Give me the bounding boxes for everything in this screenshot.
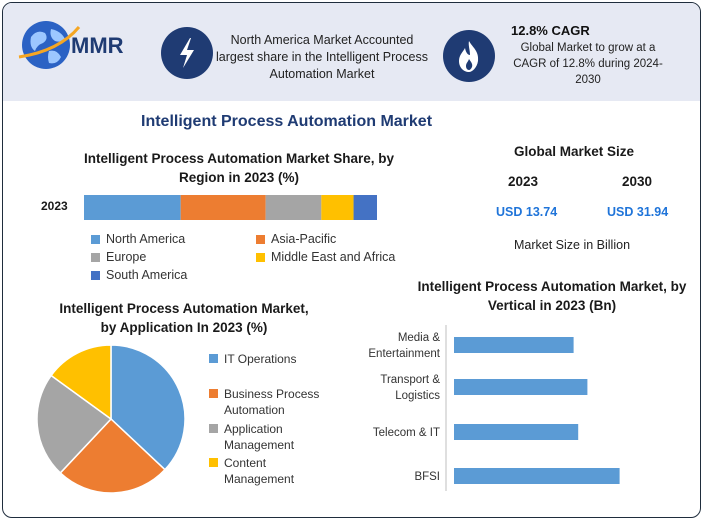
legend-swatch: [256, 234, 265, 244]
vertical-bar-chart: Media & Entertainment Transport & Logistics…: [368, 325, 620, 491]
region-bar-segment-europe: [265, 195, 322, 220]
market-year-2023: 2023: [508, 174, 539, 189]
card1-icon-circle: [161, 27, 213, 79]
pie-slice-it-operations: [110, 344, 186, 471]
category-label-telecom-and-it: Telecom & IT: [373, 427, 440, 439]
legend-label: IT Operations: [224, 352, 297, 366]
lightning-icon: [180, 38, 194, 68]
bar-bfsi: [454, 468, 620, 484]
legend-swatch: [209, 458, 218, 467]
market-year-2030: 2030: [622, 174, 653, 189]
market-size-title: Global Market Size: [514, 144, 635, 159]
region-bar-segment-north-america: [84, 195, 181, 220]
mmr-logo: MMR: [13, 11, 148, 83]
region-bar-segment-middle-east-and-africa: [321, 195, 354, 220]
region-bar-segment-asia-pacific: [180, 195, 266, 220]
legend-label: Application Management: [224, 422, 295, 452]
market-size-note: Market Size in Billion: [514, 238, 631, 252]
bar-transport-and-logistics: [454, 379, 588, 395]
legend-item-asia-pacific: Asia-Pacific: [256, 232, 336, 246]
legend-item-middle-east-and-africa: Middle East and Africa: [256, 250, 395, 264]
region-bar-segment-south-america: [353, 195, 377, 220]
pie-slice-business-process-automation: [59, 417, 167, 494]
legend-swatch: [91, 252, 100, 262]
legend-item-it-operations: IT Operations: [209, 351, 339, 367]
legend-item-application-management: Application Management: [209, 421, 339, 453]
legend-item-north-america: North America: [91, 232, 185, 246]
pie-slice-application-management: [36, 374, 113, 475]
bar-media-and-entertainment: [454, 337, 574, 353]
card2-text: Global Market to grow at a CAGR of 12.8%…: [513, 42, 663, 86]
card2-icon-circle: [443, 30, 495, 82]
legend-label: Middle East and Africa: [271, 250, 396, 264]
card1-text: North America Market Accounted largest s…: [216, 33, 428, 81]
category-label-media-and-entertainment: Media & Entertainment: [368, 332, 440, 360]
legend-label: Europe: [106, 250, 147, 264]
legend-label: Business Process Automation: [224, 387, 320, 417]
vertical-chart-title: Intelligent Process Automation Market, b…: [417, 279, 687, 313]
legend-swatch: [209, 424, 218, 433]
region-category-label: 2023: [41, 199, 68, 213]
category-label-bfsi: BFSI: [414, 471, 440, 483]
flame-icon: [459, 41, 479, 72]
legend-label: South America: [106, 268, 188, 282]
pie-slice-content-management: [50, 344, 112, 421]
legend-item-business-process-automation: Business Process Automation: [209, 386, 339, 418]
main-title: Intelligent Process Automation Market: [141, 113, 433, 130]
legend-label: North America: [106, 232, 186, 246]
legend-swatch: [256, 252, 265, 262]
logo-text: MMR: [71, 33, 124, 58]
legend-swatch: [91, 270, 100, 280]
market-value-2023: USD 13.74: [496, 205, 558, 219]
legend-label: Content Management: [224, 456, 295, 486]
legend-item-europe: Europe: [91, 250, 146, 264]
application-pie: [36, 344, 186, 494]
legend-item-content-management: Content Management: [209, 455, 339, 487]
legend-swatch: [209, 354, 218, 363]
application-chart-title: Intelligent Process Automation Market, b…: [59, 301, 309, 335]
bar-telecom-and-it: [454, 424, 579, 440]
legend-swatch: [209, 389, 218, 398]
market-value-2030: USD 31.94: [607, 205, 669, 219]
region-chart-title: Intelligent Process Automation Market Sh…: [83, 151, 395, 185]
globe-icon: MMR: [18, 21, 124, 69]
legend-item-south-america: South America: [91, 268, 187, 282]
header-band: MMR North America Market Accounted large…: [3, 3, 700, 101]
legend-label: Asia-Pacific: [271, 232, 337, 246]
card2-title: 12.8% CAGR: [511, 23, 590, 38]
legend-swatch: [91, 234, 100, 244]
region-stacked-bar: [84, 195, 377, 220]
category-label-transport-and-logistics: Transport & Logistics: [380, 374, 440, 402]
